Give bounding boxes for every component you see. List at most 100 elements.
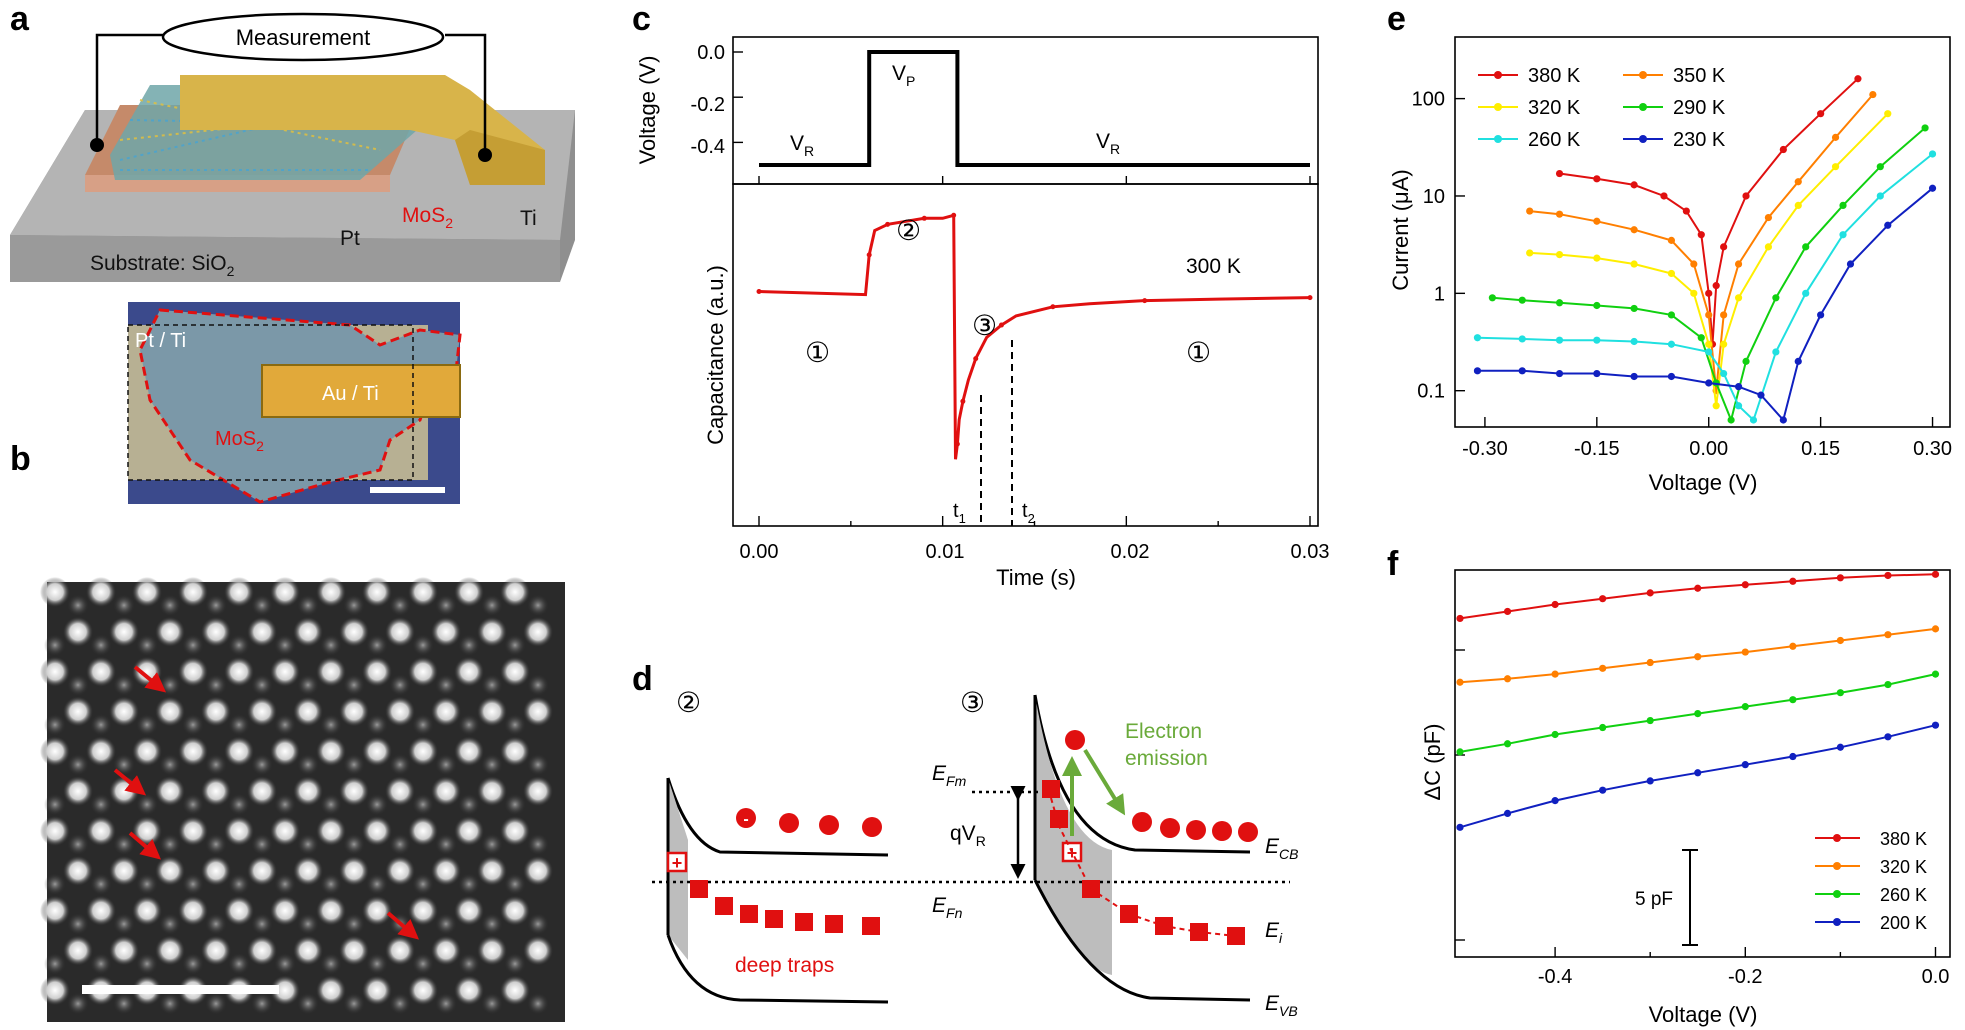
e-ylabel: Current (μA) [1388,169,1413,290]
c-top-frame [732,36,1319,185]
mo-atom [224,816,254,847]
hole-sign: + [672,853,683,873]
mo-atom [408,656,438,687]
iv-data-point [1846,260,1855,268]
cb-right-curve [1033,694,1251,854]
iv-data-point [1705,348,1713,356]
s-atom [297,753,319,776]
legend-label: 290 K [1673,97,1726,119]
pt-ti-outline [127,324,414,481]
c-xtick: 0.00 [740,541,779,563]
mo-atom [224,895,254,926]
mo-atom [362,736,392,767]
ti-label: Ti [520,207,537,230]
mo-atom [454,816,484,847]
mo-atom [408,895,438,926]
trap [1050,810,1068,828]
dc-data-point [1931,721,1940,729]
s-atom [389,992,411,1015]
mo-atom [270,816,300,847]
dc-data-point [1599,664,1607,672]
e-frame [1454,36,1951,428]
trap [715,897,733,915]
panel-label-c: c [632,0,651,38]
s-atom [67,673,89,696]
mo-atom [247,776,277,807]
dc-data-point [1503,607,1512,616]
dc-data-point [1646,589,1654,597]
s-atom [205,912,227,935]
s-atom [159,992,181,1015]
s-atom [44,634,66,657]
mo-atom [155,935,185,966]
e-xtick-label: -0.15 [1574,438,1620,460]
iv-data-point [1555,169,1564,178]
mo-atom [86,736,116,767]
dc-data-point [1741,703,1749,711]
s-atom [274,634,296,657]
electron-emission-label-1: Electron [1125,720,1202,743]
iv-data-point [1742,357,1750,365]
s-atom [343,753,365,776]
dc-data-point [1456,678,1464,686]
dc-data-point [1599,723,1607,732]
mo-atom [316,656,346,687]
s-atom [90,713,112,736]
iv-data-point [1593,254,1601,262]
s-atom [366,793,388,816]
dc-data-point [1503,740,1512,748]
s-atom [67,912,89,935]
mo-atom [293,935,323,966]
iv-data-point [1928,184,1937,192]
s-atom [205,992,227,1015]
f-xlabel: Voltage (V) [1649,1002,1758,1027]
mo-atom [477,696,507,727]
s-atom [182,793,204,816]
mo-atom [454,975,484,1006]
mo-atom [155,855,185,886]
mo-atom [408,736,438,767]
s-atom [113,833,135,856]
deep-traps-stage3: + [1042,780,1245,945]
iv-data-point [1555,369,1564,378]
mo-atom [201,855,231,886]
mo-atom [40,577,70,607]
s-atom [481,594,503,617]
s-atom [481,833,503,856]
iv-data-point [1667,372,1676,381]
iv-data-point [1884,110,1892,118]
s-atom [67,992,89,1015]
s-atom [343,992,365,1015]
legend-marker [1639,71,1647,79]
s-atom [320,873,342,896]
f-ylabel: ΔC (pF) [1420,723,1445,800]
mo-atom [477,855,507,886]
c-xtick: 0.03 [1291,541,1330,563]
mo-atom [178,656,208,687]
dc-series-line [1459,573,1936,620]
s-atom [182,634,204,657]
mo-atom [362,656,392,687]
s-atom [251,753,273,776]
mo-atom [500,736,530,767]
stem-scale-bar [82,985,279,994]
s-atom [274,952,296,975]
s-atom [67,753,89,776]
s-atom [228,634,250,657]
dc-data-point [1694,584,1702,592]
substrate-label: Substrate: SiO2 [90,252,235,279]
legend-label: 320 K [1880,857,1927,877]
mo-atom [224,736,254,767]
mo-atom [431,696,461,727]
s-atom [67,594,89,617]
mo-atom [408,816,438,847]
s-atom [527,833,549,856]
mo-atom [155,776,185,807]
voltage-pulse-line [759,50,1310,167]
legend-marker [1639,103,1647,111]
e-ytick-label: 100 [1412,89,1445,111]
s-atom [228,793,250,816]
panel-label-b: b [10,440,31,478]
s-atom [205,753,227,776]
mo-atom [132,577,162,607]
